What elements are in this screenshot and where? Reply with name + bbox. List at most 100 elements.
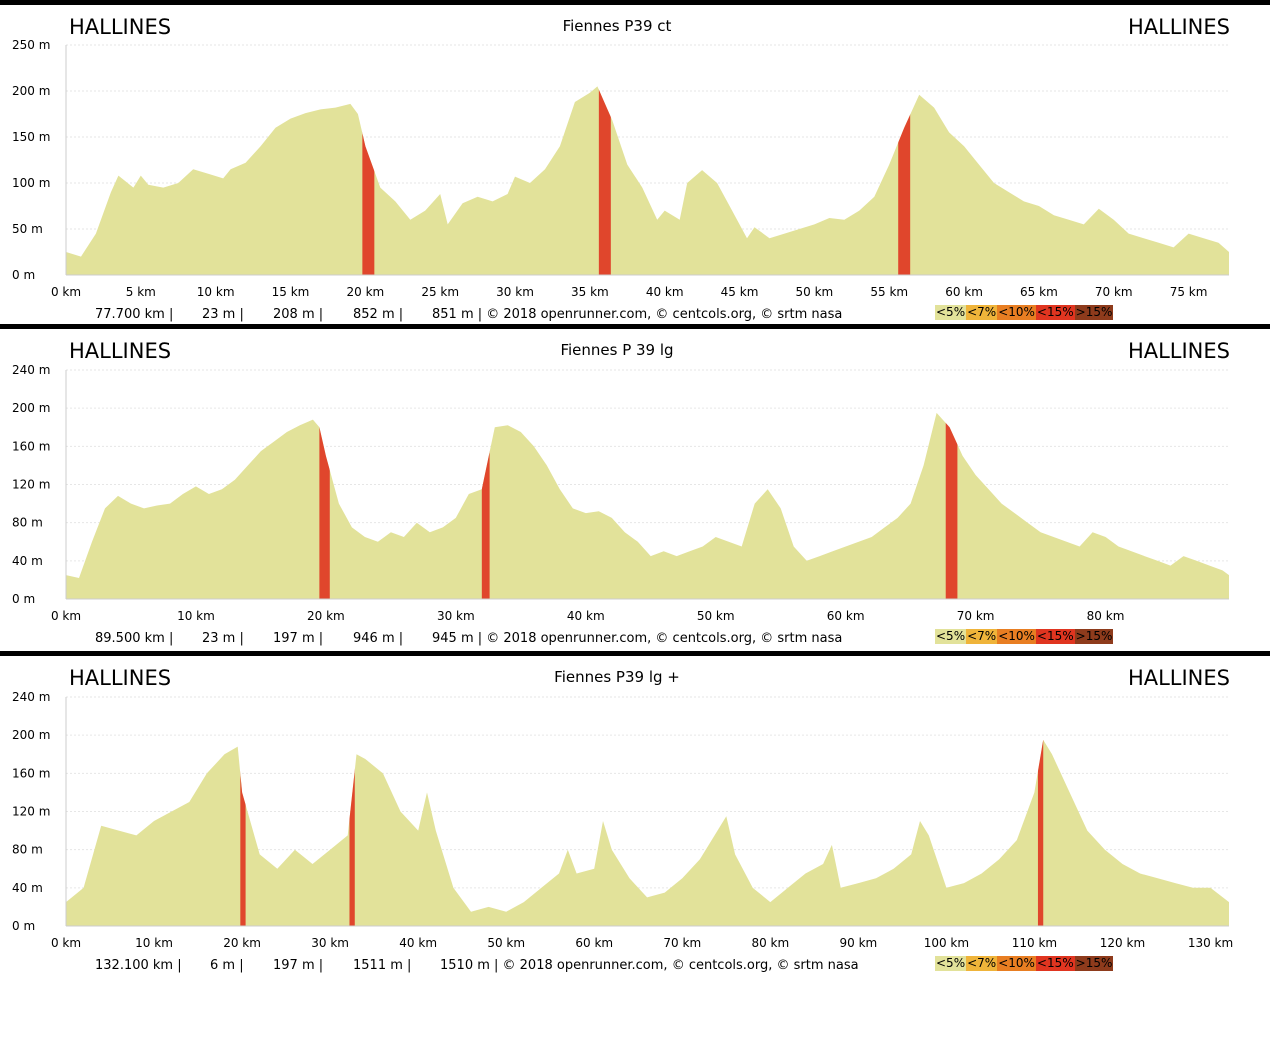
- gradient-section: [945, 412, 958, 599]
- y-tick-label: 40 m: [12, 554, 43, 568]
- legend-item: <7%: [966, 956, 998, 971]
- x-tick-label: 5 km: [126, 285, 156, 299]
- x-tick-label: 30 km: [496, 285, 534, 299]
- route-stats: 132.100 km | 6 m | 197 m | 1511 m | 1510…: [0, 958, 859, 1054]
- end-location: HALLINES: [1127, 666, 1230, 690]
- x-tick-label: 35 km: [571, 285, 609, 299]
- elevation-chart-3: 0 m 40 m 80 m 120 m 160 m 200 m 240 m 0 km 10 km…: [12, 690, 1233, 950]
- legend-item: <5%: [935, 305, 967, 320]
- elevation-chart-1: 0 m 50 m 100 m 150 m 200 m 250 m 0 km 5 km 10 km…: [12, 38, 1229, 299]
- x-tick-label: 70 km: [663, 936, 701, 950]
- stat-climb: 852 m |: [353, 307, 404, 322]
- y-tick-label: 0 m: [12, 919, 35, 933]
- steep-sections: [362, 86, 911, 275]
- y-tick-label: 100 m: [12, 176, 50, 190]
- stat-distance: 89.500 km |: [95, 631, 174, 646]
- gradient-section: [240, 739, 246, 926]
- legend-item: <10%: [997, 956, 1036, 971]
- end-location: HALLINES: [1127, 15, 1230, 39]
- x-tick-label: 120 km: [1100, 936, 1145, 950]
- x-tick-label: 10 km: [177, 609, 215, 623]
- legend-item: <15%: [1035, 629, 1075, 644]
- x-tick-label: 40 km: [567, 609, 605, 623]
- y-tick-label: 250 m: [12, 38, 50, 52]
- y-tick-label: 200 m: [12, 728, 50, 742]
- legend-item: <15%: [1035, 305, 1075, 320]
- x-tick-label: 45 km: [721, 285, 759, 299]
- legend-item: <15%: [1035, 956, 1075, 971]
- x-tick-label: 130 km: [1188, 936, 1233, 950]
- end-location: HALLINES: [1127, 339, 1230, 363]
- stat-min-altitude: 6 m |: [210, 958, 244, 973]
- x-tick-label: 90 km: [839, 936, 877, 950]
- x-tick-label: 110 km: [1012, 936, 1057, 950]
- y-tick-label: 240 m: [12, 690, 50, 704]
- x-tick-label: 0 km: [51, 609, 81, 623]
- stat-climb: 946 m |: [353, 631, 404, 646]
- stat-min-altitude: 23 m |: [202, 631, 244, 646]
- start-location: HALLINES: [69, 666, 172, 690]
- stat-descent-credits: 945 m | © 2018 openrunner.com, © centcol…: [432, 631, 843, 646]
- route-title: Fiennes P39 ct: [562, 17, 672, 35]
- y-tick-label: 80 m: [12, 516, 43, 530]
- stat-descent-credits: 1510 m | © 2018 openrunner.com, © centco…: [440, 958, 859, 973]
- gradient-legend: <5% <7% <10% <15% >15%: [935, 956, 1114, 971]
- legend-item: >15%: [1074, 956, 1114, 971]
- x-tick-label: 10 km: [197, 285, 235, 299]
- panel-separator: [0, 0, 1270, 5]
- gradient-section: [349, 739, 355, 926]
- x-tick-label: 20 km: [307, 609, 345, 623]
- y-tick-label: 120 m: [12, 805, 50, 819]
- x-tick-label: 10 km: [135, 936, 173, 950]
- gradient-section: [598, 86, 611, 275]
- route-stats: 89.500 km | 23 m | 197 m | 946 m | 945 m…: [0, 631, 842, 727]
- elevation-chart-2: 0 m 40 m 80 m 120 m 160 m 200 m 240 m 0 km 10 km…: [12, 363, 1229, 623]
- start-location: HALLINES: [69, 15, 172, 39]
- y-tick-label: 50 m: [12, 222, 43, 236]
- legend-item: <10%: [997, 629, 1036, 644]
- gradient-section: [1037, 739, 1044, 926]
- y-tick-label: 160 m: [12, 766, 50, 780]
- legend-item: >15%: [1074, 305, 1114, 320]
- x-tick-label: 80 km: [751, 936, 789, 950]
- elevation-area: [66, 86, 1229, 276]
- elevation-area: [66, 739, 1229, 926]
- steep-sections: [319, 412, 958, 599]
- x-tick-label: 80 km: [1087, 609, 1125, 623]
- x-tick-label: 50 km: [487, 936, 525, 950]
- stat-max-altitude: 197 m |: [273, 958, 324, 973]
- x-tick-label: 20 km: [223, 936, 261, 950]
- x-tick-label: 0 km: [51, 285, 81, 299]
- y-tick-label: 40 m: [12, 881, 43, 895]
- x-tick-label: 60 km: [945, 285, 983, 299]
- legend-item: <10%: [997, 305, 1036, 320]
- panel-separator: [0, 651, 1270, 656]
- panel-separator: [0, 324, 1270, 329]
- start-location: HALLINES: [69, 339, 172, 363]
- x-tick-label: 70 km: [1095, 285, 1133, 299]
- x-tick-label: 65 km: [1020, 285, 1058, 299]
- stat-min-altitude: 23 m |: [202, 307, 244, 322]
- x-tick-label: 100 km: [924, 936, 969, 950]
- gradient-legend: <5% <7% <10% <15% >15%: [935, 629, 1114, 644]
- y-tick-label: 80 m: [12, 843, 43, 857]
- x-tick-label: 50 km: [796, 285, 834, 299]
- gradient-section: [362, 86, 375, 275]
- stat-distance: 132.100 km |: [95, 958, 182, 973]
- legend-item: >15%: [1074, 629, 1114, 644]
- y-tick-label: 160 m: [12, 439, 50, 453]
- x-tick-label: 20 km: [346, 285, 384, 299]
- legend-item: <5%: [935, 629, 967, 644]
- stat-max-altitude: 197 m |: [273, 631, 324, 646]
- x-tick-label: 70 km: [957, 609, 995, 623]
- x-tick-label: 50 km: [697, 609, 735, 623]
- route-title: Fiennes P39 lg +: [554, 668, 680, 686]
- stat-distance: 77.700 km |: [95, 307, 174, 322]
- stat-descent-credits: 851 m | © 2018 openrunner.com, © centcol…: [432, 307, 843, 322]
- gradient-legend: <5% <7% <10% <15% >15%: [935, 305, 1114, 320]
- y-tick-label: 120 m: [12, 478, 50, 492]
- legend-item: <7%: [966, 305, 998, 320]
- gradient-section: [898, 86, 911, 275]
- route-title: Fiennes P 39 lg: [560, 341, 674, 359]
- gradient-section: [319, 412, 330, 599]
